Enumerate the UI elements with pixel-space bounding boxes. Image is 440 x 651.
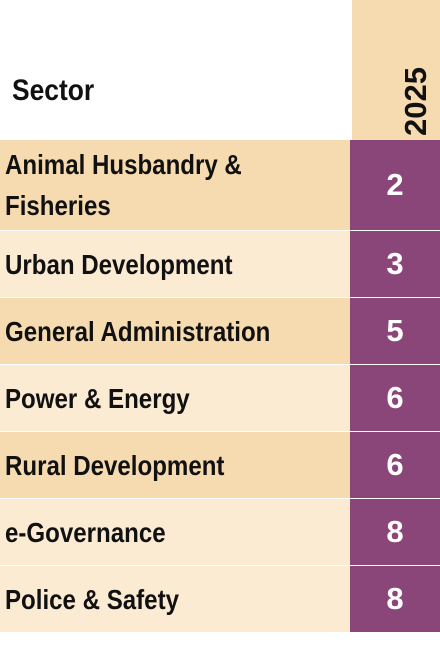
value-cell: 2 bbox=[350, 140, 440, 230]
value-cell: 8 bbox=[350, 499, 440, 565]
sector-cell: Animal Husbandry & Fisheries bbox=[0, 140, 350, 230]
sector-label: Police & Safety bbox=[5, 583, 179, 615]
table-row: Animal Husbandry & Fisheries 2 bbox=[0, 140, 440, 231]
value-cell: 8 bbox=[350, 566, 440, 632]
table-header: Sector 2025 bbox=[0, 0, 440, 140]
table-body: Animal Husbandry & Fisheries 2 Urban Dev… bbox=[0, 140, 440, 633]
table-row: Urban Development 3 bbox=[0, 231, 440, 298]
sector-label: General Administration bbox=[5, 315, 271, 347]
year-column-header: 2025 bbox=[398, 67, 433, 136]
table-row: Power & Energy 6 bbox=[0, 365, 440, 432]
sector-label: Rural Development bbox=[5, 449, 225, 481]
table-row: General Administration 5 bbox=[0, 298, 440, 365]
sector-label: Power & Energy bbox=[5, 382, 190, 414]
value-label: 8 bbox=[386, 514, 404, 549]
sector-label: Urban Development bbox=[5, 248, 233, 280]
sector-cell: e-Governance bbox=[0, 499, 350, 565]
value-label: 2 bbox=[386, 167, 404, 202]
sector-cell: Urban Development bbox=[0, 231, 350, 297]
sector-cell: Rural Development bbox=[0, 432, 350, 498]
value-cell: 6 bbox=[350, 432, 440, 498]
sector-cell: Power & Energy bbox=[0, 365, 350, 431]
sector-label: e-Governance bbox=[5, 516, 166, 548]
value-cell: 5 bbox=[350, 298, 440, 364]
sector-label: Animal Husbandry & Fisheries bbox=[5, 149, 242, 221]
sector-column-header: Sector bbox=[12, 74, 95, 107]
table-row: Police & Safety 8 bbox=[0, 566, 440, 633]
value-label: 6 bbox=[386, 380, 404, 415]
value-cell: 3 bbox=[350, 231, 440, 297]
year-column-header-cell bbox=[352, 0, 440, 140]
table-row: Rural Development 6 bbox=[0, 432, 440, 499]
value-label: 6 bbox=[386, 447, 404, 482]
value-label: 8 bbox=[386, 581, 404, 616]
value-label: 5 bbox=[386, 313, 404, 348]
value-cell: 6 bbox=[350, 365, 440, 431]
table-row: e-Governance 8 bbox=[0, 499, 440, 566]
sector-cell: General Administration bbox=[0, 298, 350, 364]
value-label: 3 bbox=[386, 246, 404, 281]
sector-cell: Police & Safety bbox=[0, 566, 350, 632]
